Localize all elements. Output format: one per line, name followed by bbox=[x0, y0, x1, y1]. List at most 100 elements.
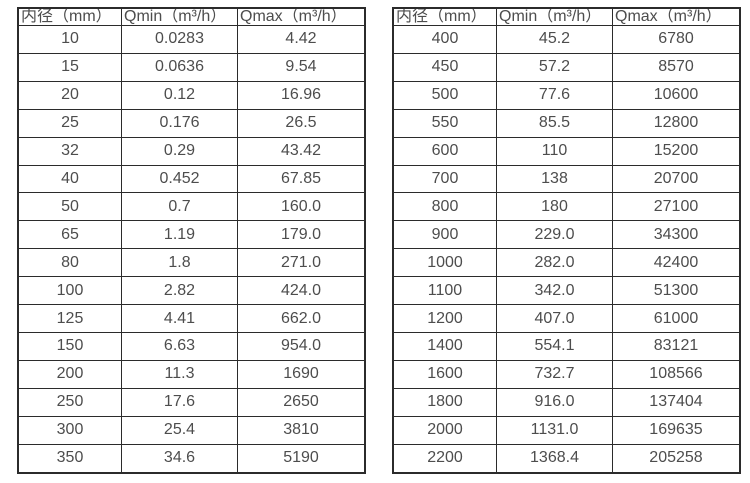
table-row: 125 4.41 662.0 bbox=[17, 304, 366, 333]
table-row: 100 2.82 424.0 bbox=[17, 276, 366, 306]
table-cell: 34300 bbox=[612, 220, 741, 250]
table-cell: 732.7 bbox=[496, 359, 613, 389]
table-cell: 8570 bbox=[612, 52, 741, 82]
table-cell: 40 bbox=[17, 164, 122, 194]
table-cell: 20700 bbox=[612, 164, 741, 194]
table-row: 1200 407.0 61000 bbox=[392, 304, 741, 333]
table-cell: 550 bbox=[392, 108, 497, 138]
flow-table-small-diameters: 内径（mm） Qmin（m³/h） Qmax（m³/h） 10 0.0283 4.42 15… bbox=[17, 7, 366, 474]
table-cell: 67.85 bbox=[237, 164, 366, 194]
table-cell: 205258 bbox=[612, 443, 741, 474]
table-row: 32 0.29 43.42 bbox=[17, 136, 366, 166]
table-cell: 34.6 bbox=[121, 443, 238, 474]
table-cell: 554.1 bbox=[496, 331, 613, 361]
table-cell: 10 bbox=[17, 25, 122, 54]
table-cell: 0.0636 bbox=[121, 52, 238, 82]
column-header-0: 内径（mm） bbox=[17, 7, 122, 26]
table-cell: 916.0 bbox=[496, 387, 613, 417]
table-cell: 125 bbox=[17, 304, 122, 333]
table-cell: 1131.0 bbox=[496, 415, 613, 445]
header-row: 内径（mm） Qmin（m³/h） Qmax（m³/h） bbox=[17, 7, 366, 26]
table-cell: 11.3 bbox=[121, 359, 238, 389]
table-row: 50 0.7 160.0 bbox=[17, 192, 366, 222]
table-row: 80 1.8 271.0 bbox=[17, 248, 366, 278]
table-cell: 5190 bbox=[237, 443, 366, 474]
table-cell: 25 bbox=[17, 108, 122, 138]
table-cell: 26.5 bbox=[237, 108, 366, 138]
table-row: 15 0.0636 9.54 bbox=[17, 52, 366, 82]
table-cell: 85.5 bbox=[496, 108, 613, 138]
table-row: 20 0.12 16.96 bbox=[17, 80, 366, 110]
column-header-1: Qmin（m³/h） bbox=[496, 7, 613, 26]
table-row: 500 77.6 10600 bbox=[392, 80, 741, 110]
table-row: 1600 732.7 108566 bbox=[392, 359, 741, 389]
table-cell: 51300 bbox=[612, 276, 741, 306]
table-cell: 110 bbox=[496, 136, 613, 166]
table-row: 300 25.4 3810 bbox=[17, 415, 366, 445]
table-cell: 2650 bbox=[237, 387, 366, 417]
table-cell: 15200 bbox=[612, 136, 741, 166]
table-cell: 43.42 bbox=[237, 136, 366, 166]
table-cell: 138 bbox=[496, 164, 613, 194]
table-row: 1100 342.0 51300 bbox=[392, 276, 741, 306]
table-cell: 15 bbox=[17, 52, 122, 82]
table-cell: 65 bbox=[17, 220, 122, 250]
table-cell: 282.0 bbox=[496, 248, 613, 278]
table-cell: 342.0 bbox=[496, 276, 613, 306]
table-cell: 1.8 bbox=[121, 248, 238, 278]
table-cell: 57.2 bbox=[496, 52, 613, 82]
table-cell: 400 bbox=[392, 25, 497, 54]
table-cell: 700 bbox=[392, 164, 497, 194]
table-row: 1400 554.1 83121 bbox=[392, 331, 741, 361]
table-cell: 61000 bbox=[612, 304, 741, 333]
table-cell: 12800 bbox=[612, 108, 741, 138]
table-cell: 45.2 bbox=[496, 25, 613, 54]
table-cell: 4.41 bbox=[121, 304, 238, 333]
flow-table-large-diameters: 内径（mm） Qmin（m³/h） Qmax（m³/h） 400 45.2 6780 450… bbox=[392, 7, 741, 474]
column-header-2: Qmax（m³/h） bbox=[237, 7, 366, 26]
table-cell: 0.176 bbox=[121, 108, 238, 138]
table-cell: 1690 bbox=[237, 359, 366, 389]
table-cell: 424.0 bbox=[237, 276, 366, 306]
table-cell: 42400 bbox=[612, 248, 741, 278]
table-cell: 50 bbox=[17, 192, 122, 222]
table-cell: 1600 bbox=[392, 359, 497, 389]
table-cell: 200 bbox=[17, 359, 122, 389]
table-cell: 169635 bbox=[612, 415, 741, 445]
table-row: 550 85.5 12800 bbox=[392, 108, 741, 138]
table-cell: 100 bbox=[17, 276, 122, 306]
table-cell: 662.0 bbox=[237, 304, 366, 333]
table-cell: 6.63 bbox=[121, 331, 238, 361]
table-row: 250 17.6 2650 bbox=[17, 387, 366, 417]
table-row: 2200 1368.4 205258 bbox=[392, 443, 741, 474]
table-cell: 1100 bbox=[392, 276, 497, 306]
table-row: 450 57.2 8570 bbox=[392, 52, 741, 82]
table-cell: 954.0 bbox=[237, 331, 366, 361]
table-cell: 25.4 bbox=[121, 415, 238, 445]
table-cell: 0.7 bbox=[121, 192, 238, 222]
table-cell: 3810 bbox=[237, 415, 366, 445]
table-cell: 500 bbox=[392, 80, 497, 110]
table-cell: 180 bbox=[496, 192, 613, 222]
table-cell: 4.42 bbox=[237, 25, 366, 54]
table-row: 200 11.3 1690 bbox=[17, 359, 366, 389]
table-cell: 0.12 bbox=[121, 80, 238, 110]
table-cell: 160.0 bbox=[237, 192, 366, 222]
header-row: 内径（mm） Qmin（m³/h） Qmax（m³/h） bbox=[392, 7, 741, 26]
table-row: 350 34.6 5190 bbox=[17, 443, 366, 474]
table-cell: 20 bbox=[17, 80, 122, 110]
table-cell: 9.54 bbox=[237, 52, 366, 82]
table-row: 400 45.2 6780 bbox=[392, 25, 741, 54]
table-row: 1000 282.0 42400 bbox=[392, 248, 741, 278]
table-cell: 32 bbox=[17, 136, 122, 166]
table-cell: 350 bbox=[17, 443, 122, 474]
table-cell: 450 bbox=[392, 52, 497, 82]
table-row: 65 1.19 179.0 bbox=[17, 220, 366, 250]
table-cell: 17.6 bbox=[121, 387, 238, 417]
table-cell: 2.82 bbox=[121, 276, 238, 306]
table-cell: 137404 bbox=[612, 387, 741, 417]
table-cell: 900 bbox=[392, 220, 497, 250]
table-cell: 179.0 bbox=[237, 220, 366, 250]
table-cell: 1800 bbox=[392, 387, 497, 417]
